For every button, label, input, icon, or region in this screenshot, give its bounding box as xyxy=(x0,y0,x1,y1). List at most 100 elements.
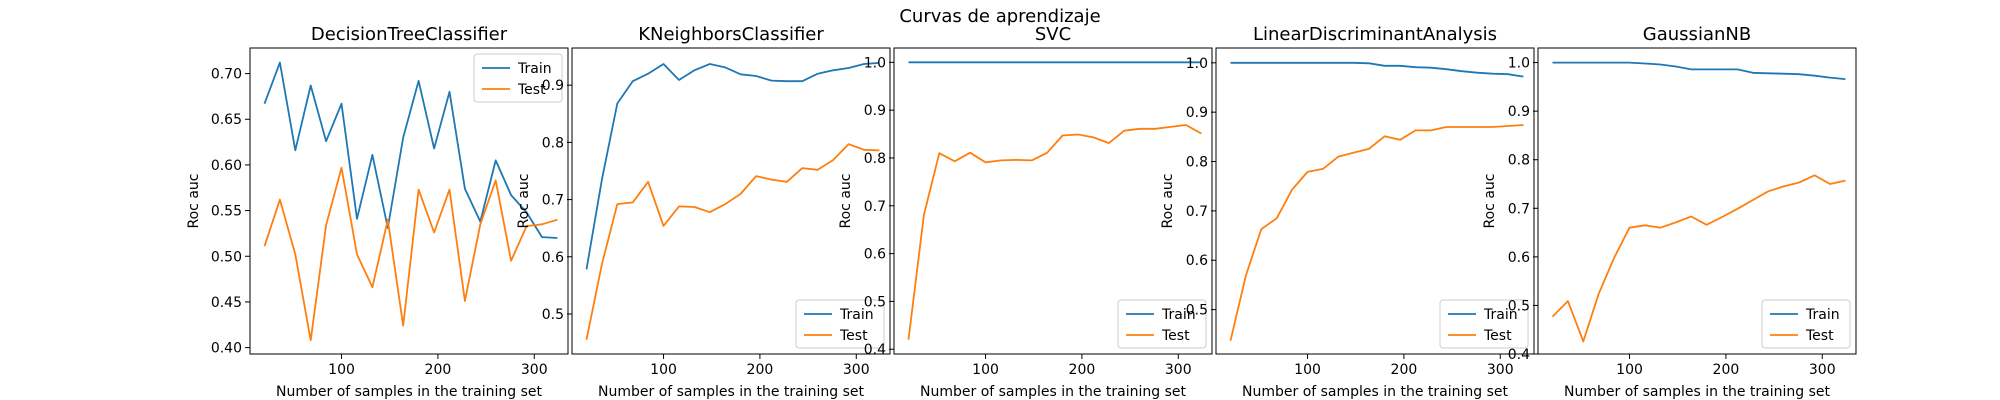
x-axis-label: Number of samples in the training set xyxy=(276,384,543,400)
x-tick-label: 200 xyxy=(747,362,774,378)
y-tick-label: 0.8 xyxy=(1186,155,1208,171)
legend: Train Test xyxy=(473,53,563,103)
series-line-test xyxy=(1551,174,1846,343)
axes-frame xyxy=(1537,47,1857,355)
legend-box xyxy=(1117,299,1207,349)
y-tick-label: 0.6 xyxy=(864,247,886,263)
legend: Train Test xyxy=(1117,299,1207,349)
x-axis-label: Number of samples in the training set xyxy=(598,384,865,400)
subplot-title: DecisionTreeClassifier xyxy=(311,24,508,45)
y-axis-label: Roc auc xyxy=(1482,174,1498,229)
legend-label-test: Test xyxy=(1483,328,1512,344)
axes-frame xyxy=(893,47,1213,355)
legend-box xyxy=(1439,299,1529,349)
axes-frame xyxy=(1215,47,1535,355)
y-tick-label: 0.6 xyxy=(1186,253,1208,269)
legend: Train Test xyxy=(795,299,885,349)
figure-title: Curvas de aprendizaje xyxy=(899,6,1100,27)
x-tick-label: 200 xyxy=(1069,362,1096,378)
x-tick-label: 100 xyxy=(1294,362,1321,378)
y-tick-label: 0.65 xyxy=(211,112,242,128)
y-tick-label: 0.5 xyxy=(1508,298,1530,314)
series-line-train xyxy=(1552,61,1846,80)
y-tick-label: 0.9 xyxy=(864,103,886,119)
y-tick-label: 0.45 xyxy=(211,295,242,311)
x-axis-label: Number of samples in the training set xyxy=(920,384,1187,400)
y-tick-label: 0.8 xyxy=(864,151,886,167)
y-tick-label: 0.9 xyxy=(542,78,564,94)
x-tick-label: 100 xyxy=(972,362,999,378)
y-tick-label: 0.55 xyxy=(211,204,242,220)
y-axis-label: Roc auc xyxy=(838,174,854,229)
subplot-title: LinearDiscriminantAnalysis xyxy=(1253,24,1497,45)
y-tick-label: 0.6 xyxy=(1508,250,1530,266)
series-line-test xyxy=(907,124,1202,340)
legend-box xyxy=(473,53,563,103)
subplot-title: GaussianNB xyxy=(1643,24,1751,45)
y-tick-label: 0.70 xyxy=(211,67,242,83)
y-tick-label: 0.4 xyxy=(864,342,886,358)
subplot-1: DecisionTreeClassifier 100 200 300 0.40 0.45 0… xyxy=(186,24,569,400)
subplot-title: KNeighborsClassifier xyxy=(638,24,824,45)
x-tick-label: 300 xyxy=(1809,362,1836,378)
x-tick-label: 200 xyxy=(1391,362,1418,378)
y-tick-label: 0.6 xyxy=(542,250,564,266)
y-tick-label: 0.7 xyxy=(864,199,886,215)
y-tick-label: 0.7 xyxy=(542,193,564,209)
x-tick-label: 200 xyxy=(425,362,452,378)
subplot-title: SVC xyxy=(1035,24,1071,45)
y-tick-label: 0.4 xyxy=(1508,347,1530,363)
legend-label-train: Train xyxy=(839,307,874,323)
series-line-test xyxy=(263,166,558,342)
legend-label-train: Train xyxy=(1805,307,1840,323)
subplot-4: LinearDiscriminantAnalysis 100 200 300 0.5 0.… xyxy=(1160,24,1535,400)
y-tick-label: 0.7 xyxy=(1508,201,1530,217)
y-tick-label: 0.5 xyxy=(1186,303,1208,319)
axes-frame xyxy=(571,47,891,355)
y-tick-label: 0.40 xyxy=(211,341,242,357)
legend-label-train: Train xyxy=(1483,307,1518,323)
legend-box xyxy=(1761,299,1851,349)
x-tick-label: 300 xyxy=(521,362,548,378)
y-tick-label: 0.7 xyxy=(1186,204,1208,220)
legend-label-test: Test xyxy=(1161,328,1190,344)
y-tick-label: 0.9 xyxy=(1186,105,1208,121)
y-tick-label: 0.60 xyxy=(211,158,242,174)
x-tick-label: 100 xyxy=(1616,362,1643,378)
x-tick-label: 300 xyxy=(1165,362,1192,378)
y-tick-label: 0.8 xyxy=(1508,153,1530,169)
series-line-test xyxy=(585,143,880,340)
legend: Train Test xyxy=(1761,299,1851,349)
subplot-3: SVC 100 200 300 0.4 0.5 0.6 0.7 0.8 0.9 1.0 Number … xyxy=(838,24,1213,400)
subplots-group: DecisionTreeClassifier 100 200 300 0.40 0.45 0… xyxy=(186,24,1857,400)
legend: Train Test xyxy=(1439,299,1529,349)
y-tick-label: 1.0 xyxy=(1508,56,1530,72)
y-tick-label: 1.0 xyxy=(864,55,886,71)
y-tick-label: 0.9 xyxy=(1508,104,1530,120)
x-tick-label: 100 xyxy=(328,362,355,378)
y-tick-label: 1.0 xyxy=(1186,56,1208,72)
legend-label-test: Test xyxy=(839,328,868,344)
y-tick-label: 0.5 xyxy=(864,294,886,310)
legend-label-train: Train xyxy=(517,61,552,77)
x-tick-label: 200 xyxy=(1713,362,1740,378)
x-axis-label: Number of samples in the training set xyxy=(1564,384,1831,400)
x-axis-label: Number of samples in the training set xyxy=(1242,384,1509,400)
y-axis-label: Roc auc xyxy=(1160,174,1176,229)
axes-frame xyxy=(249,47,569,355)
y-axis-label: Roc auc xyxy=(516,174,532,229)
series-line-test xyxy=(1229,124,1524,341)
x-tick-label: 100 xyxy=(650,362,677,378)
y-tick-label: 0.5 xyxy=(542,307,564,323)
legend-label-train: Train xyxy=(1161,307,1196,323)
subplot-2: KNeighborsClassifier 100 200 300 0.5 0.6 0.7 0.… xyxy=(516,24,891,400)
series-line-train xyxy=(585,62,880,270)
legend-label-test: Test xyxy=(1805,328,1834,344)
y-tick-label: 0.8 xyxy=(542,135,564,151)
legend-box xyxy=(795,299,885,349)
series-line-train xyxy=(263,61,558,239)
x-tick-label: 300 xyxy=(1487,362,1514,378)
